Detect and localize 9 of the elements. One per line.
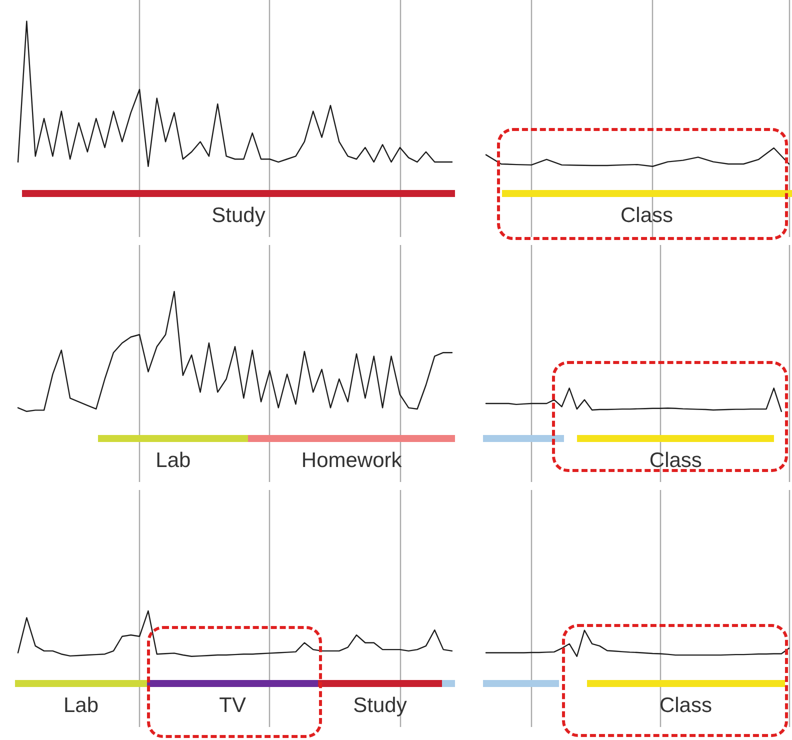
text: Study xyxy=(212,204,266,228)
text: Lab xyxy=(156,449,191,473)
text: Class xyxy=(620,204,674,228)
text: Lab xyxy=(63,694,99,718)
text: Study xyxy=(353,694,407,718)
text: Homework xyxy=(301,449,402,473)
text: Class xyxy=(659,694,712,718)
text: TV xyxy=(219,694,246,718)
text: Class xyxy=(649,449,702,473)
